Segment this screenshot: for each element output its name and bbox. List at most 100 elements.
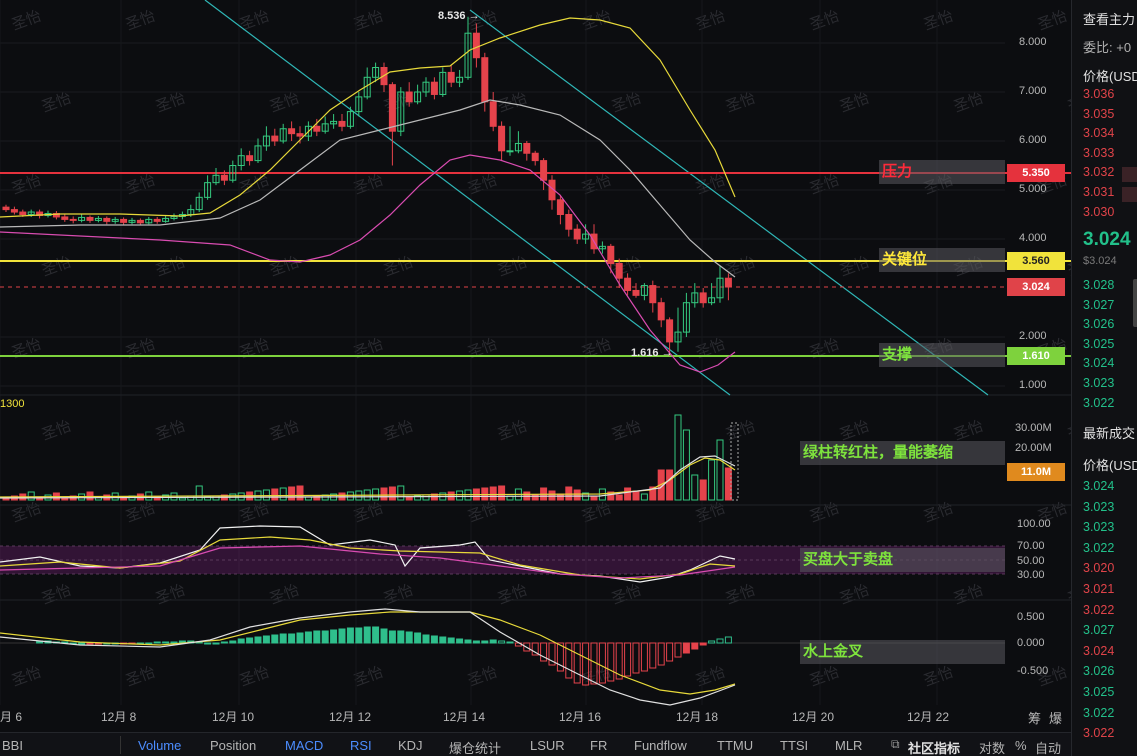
macd-histogram-bar	[321, 630, 329, 644]
volume-tick-label: 20.00M	[1015, 442, 1052, 454]
bid-price-row[interactable]: 3.023	[1083, 376, 1115, 390]
macd-histogram-bar	[229, 640, 237, 644]
candle-body	[540, 160, 548, 181]
indicator-tab-fundflow[interactable]: Fundflow	[634, 738, 687, 753]
trade-price-row[interactable]: 3.023	[1083, 499, 1115, 514]
macd-histogram-bar	[674, 642, 682, 658]
candle-body	[514, 142, 522, 152]
ask-price-row[interactable]: 3.036	[1083, 87, 1115, 101]
ask-price-row[interactable]: 3.033	[1083, 145, 1115, 160]
macd-histogram-bar	[212, 642, 220, 645]
trade-price-row[interactable]: 3.023	[1083, 520, 1115, 535]
watermark-text: 圣怡	[807, 171, 841, 198]
trade-price-row[interactable]: 3.024	[1083, 479, 1115, 493]
macd-histogram-bar	[246, 637, 254, 644]
ask-price-row[interactable]: 3.035	[1083, 106, 1115, 121]
order-book-current-price: 3.024	[1083, 229, 1131, 250]
candle-body	[128, 219, 136, 223]
macd-histogram-bar	[447, 637, 455, 644]
trade-price-row[interactable]: 3.020	[1083, 561, 1115, 576]
watermark-text: 圣怡	[267, 89, 301, 116]
candle-body	[271, 135, 279, 142]
watermark-text: 圣怡	[9, 171, 43, 198]
bid-price-row[interactable]: 3.026	[1083, 317, 1115, 332]
time-tick-label: 12月 18	[676, 710, 719, 724]
ask-price-row[interactable]: 3.031	[1083, 185, 1115, 199]
volume-bar	[212, 495, 220, 501]
trade-price-row[interactable]: 3.022	[1083, 540, 1115, 555]
rsi-tick-label: 100.00	[1017, 518, 1051, 530]
indicator-tab-fr[interactable]: FR	[590, 738, 608, 753]
macd-histogram-bar	[556, 642, 564, 672]
bid-price-row[interactable]: 3.025	[1083, 336, 1115, 351]
order-book-title[interactable]: 查看主力	[1083, 12, 1136, 27]
candle-body	[220, 174, 228, 181]
watermark-text: 圣怡	[1065, 417, 1071, 444]
trade-price-row[interactable]: 3.027	[1083, 623, 1115, 638]
ask-price-row[interactable]: 3.030	[1083, 204, 1115, 219]
upper-channel-line	[469, 9, 989, 396]
indicator-tab-mlr[interactable]: MLR	[835, 738, 863, 753]
trade-price-row[interactable]: 3.022	[1083, 602, 1115, 617]
indicator-tab-volume[interactable]: Volume	[138, 738, 182, 753]
watermark-text: 圣怡	[579, 499, 613, 526]
candle-body	[531, 152, 539, 162]
macd-tick-label: 0.000	[1017, 637, 1045, 649]
candle-body	[414, 91, 422, 103]
order-book-current-usd: $3.024	[1083, 255, 1117, 267]
indicator-tab-position[interactable]: Position	[210, 738, 257, 753]
trade-price-row[interactable]: 3.021	[1083, 582, 1115, 596]
indicator-tab-rsi[interactable]: RSI	[350, 738, 372, 753]
candle-body	[498, 125, 506, 152]
watermark-text: 圣怡	[837, 417, 871, 444]
macd-histogram-bar	[422, 634, 430, 644]
ask-price-row[interactable]: 3.032	[1083, 165, 1115, 180]
indicator-tab-kdj[interactable]: KDJ	[398, 738, 423, 753]
bid-price-row[interactable]: 3.027	[1083, 297, 1115, 312]
volume-tick-label: 30.00M	[1015, 422, 1052, 434]
watermark-text: 圣怡	[1035, 7, 1069, 34]
community-indicators-button[interactable]: 社区指标	[908, 741, 961, 756]
candle-body	[674, 331, 682, 343]
ask-price-row[interactable]: 3.034	[1083, 126, 1115, 141]
watermark-text: 圣怡	[495, 417, 529, 444]
trade-price-row[interactable]: 3.022	[1083, 726, 1115, 741]
log-scale-toggle[interactable]: 对数	[979, 741, 1006, 756]
macd-histogram-bar	[724, 636, 732, 644]
candle-body	[598, 245, 606, 250]
indicator-settings-icon[interactable]: ⧉	[891, 737, 900, 751]
watermark-text: 圣怡	[921, 499, 955, 526]
volume-forecast-bar	[730, 422, 739, 501]
candle-body	[52, 213, 60, 218]
bid-price-row[interactable]: 3.024	[1083, 356, 1115, 371]
bid-price-row[interactable]: 3.028	[1083, 278, 1115, 292]
macd-histogram-bar	[481, 640, 489, 644]
indicator-tab-[interactable]: 爆仓统计	[449, 741, 502, 756]
percent-scale-toggle[interactable]: %	[1015, 738, 1027, 753]
macd-histogram-bar	[414, 632, 422, 644]
watermark-text: 圣怡	[381, 417, 415, 444]
trade-price-row[interactable]: 3.026	[1083, 664, 1115, 679]
indicator-tab-ttmu[interactable]: TTMU	[717, 738, 754, 753]
candle-body	[338, 120, 346, 127]
chart-area[interactable]: 圣怡 圣怡 圣怡 圣怡 圣怡 圣怡 圣怡 圣怡 圣怡 圣怡 圣怡 圣怡 圣怡 圣怡 圣怡 圣怡 圣怡 圣怡 圣怡 圣怡…	[0, 0, 1071, 732]
macd-histogram-bar	[262, 635, 270, 644]
candle-body	[422, 81, 430, 93]
trade-price-row[interactable]: 3.024	[1083, 643, 1115, 658]
candle-body	[489, 101, 497, 127]
indicator-tab-ttsi[interactable]: TTSI	[780, 738, 809, 753]
volume-bar	[397, 485, 405, 501]
indicator-tab-lsur[interactable]: LSUR	[530, 738, 565, 753]
watermark-text: 圣怡	[837, 581, 871, 608]
auto-scale-toggle[interactable]: 自动	[1035, 741, 1062, 756]
liquidation-icon[interactable]: 爆	[1049, 711, 1063, 726]
indicator-tab-bbi[interactable]: BBI	[2, 738, 23, 753]
order-book-scrollbar[interactable]	[1133, 279, 1137, 327]
trade-price-row[interactable]: 3.022	[1083, 705, 1115, 720]
time-tick-label: 12月 14	[443, 710, 486, 724]
price-low-label: 1.616 →	[631, 347, 673, 359]
bid-price-row[interactable]: 3.022	[1083, 395, 1115, 410]
chip-distribution-icon[interactable]: 筹	[1028, 711, 1042, 726]
trade-price-row[interactable]: 3.025	[1083, 685, 1115, 699]
indicator-tab-macd[interactable]: MACD	[285, 738, 324, 753]
